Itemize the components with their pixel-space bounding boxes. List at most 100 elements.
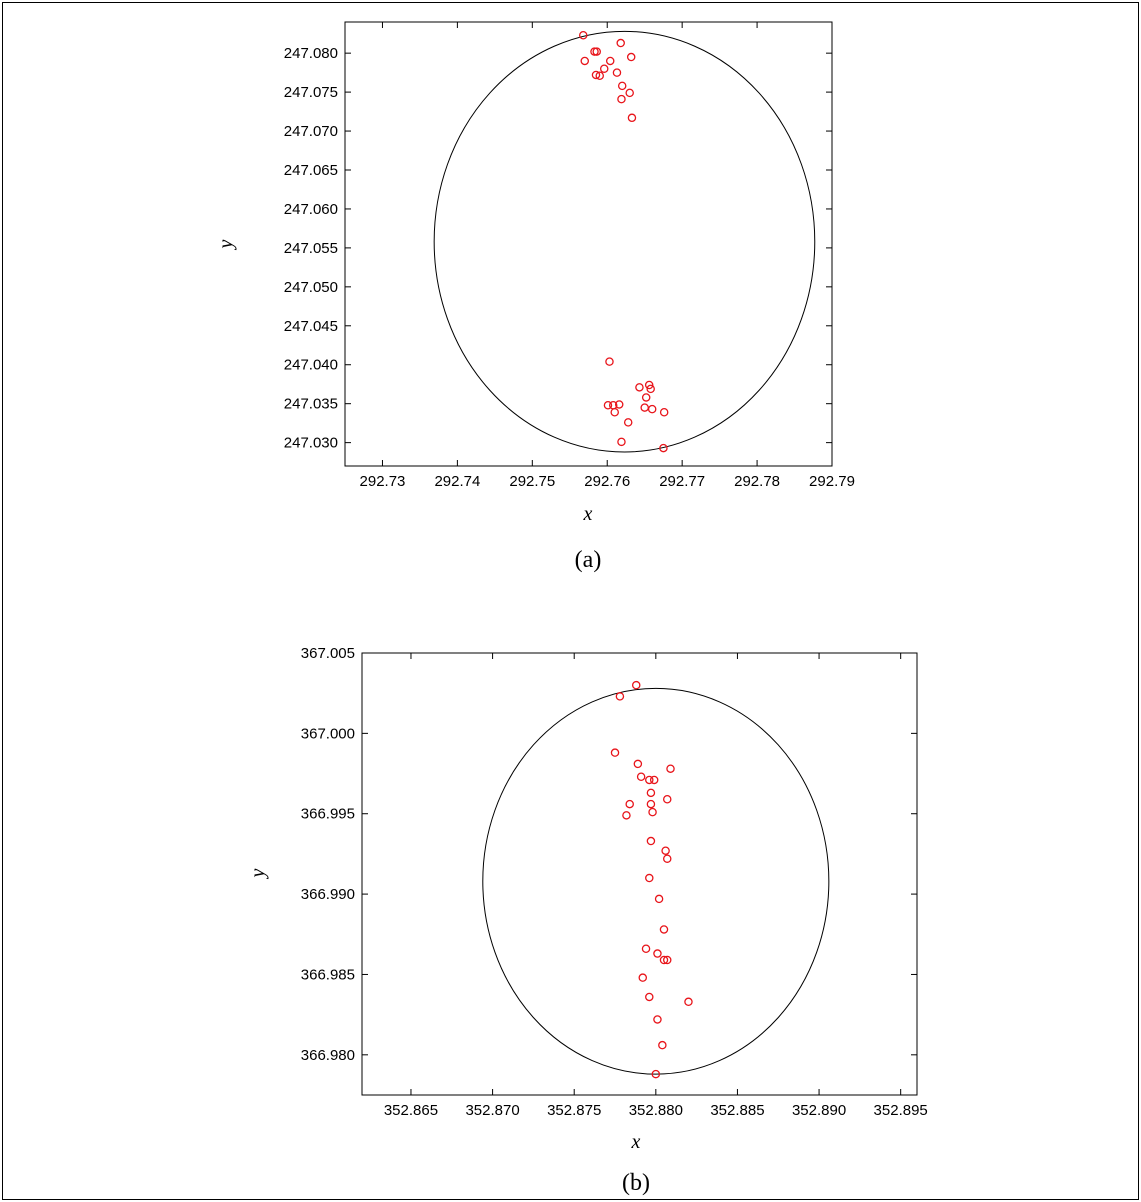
x-tick-label: 352.865 — [384, 1102, 438, 1119]
data-point — [640, 403, 649, 412]
x-tick-label: 352.870 — [465, 1102, 519, 1119]
y-tick-label: 247.050 — [284, 279, 338, 296]
caption-b: (b) — [622, 1170, 650, 1196]
y-tick-label: 247.065 — [284, 162, 338, 179]
data-point — [605, 56, 615, 66]
data-point — [638, 973, 648, 982]
data-point — [595, 71, 604, 80]
data-point — [610, 408, 619, 417]
data-point — [659, 925, 669, 934]
data-point — [646, 384, 655, 394]
data-point — [612, 68, 622, 77]
y-tick-label: 247.045 — [284, 318, 338, 335]
data-point — [659, 408, 669, 417]
panel-b: 352.865 352.870 352.875 352.880 352.885 352.8… — [247, 645, 928, 1196]
y-tick-label: 366.980 — [301, 1047, 355, 1064]
data-point — [623, 418, 633, 427]
data-point — [633, 759, 643, 769]
data-point — [592, 47, 601, 56]
data-point — [653, 1015, 662, 1024]
data-point — [617, 94, 626, 104]
x-axis-label-b: x — [631, 1131, 641, 1153]
data-point — [661, 846, 670, 855]
data-point — [641, 393, 651, 402]
y-tick-label: 247.075 — [284, 84, 338, 101]
x-tick-label: 292.79 — [809, 473, 855, 490]
fit-circle-b — [482, 687, 830, 1075]
data-point — [614, 400, 624, 409]
y-tick-label: 247.060 — [284, 201, 338, 218]
x-tick-label: 292.75 — [509, 473, 555, 490]
x-tick-label: 352.875 — [547, 1102, 601, 1119]
data-point — [658, 1040, 667, 1050]
x-tick-label: 352.880 — [629, 1102, 683, 1119]
data-point — [654, 894, 664, 904]
data-point — [616, 38, 625, 48]
data-point — [659, 955, 669, 965]
x-tick-label: 292.73 — [360, 473, 406, 490]
x-tick-label: 292.78 — [734, 473, 780, 490]
data-point — [663, 854, 672, 863]
plot-area-a — [344, 21, 833, 467]
data-point — [626, 52, 636, 62]
y-tick-label: 247.055 — [284, 240, 338, 257]
data-point — [636, 772, 646, 782]
data-point — [635, 383, 644, 392]
y-tick-label: 247.030 — [284, 435, 338, 452]
y-tick-label: 247.070 — [284, 123, 338, 140]
y-tick-label: 247.040 — [284, 357, 338, 374]
y-tick-label: 367.005 — [301, 645, 355, 662]
panel-a: 292.73 292.74 292.75 292.76 292.77 292.78 292.… — [215, 21, 855, 573]
data-point — [605, 357, 614, 366]
x-axis-label-a: x — [583, 503, 593, 525]
x-tick-label: 292.74 — [434, 473, 480, 490]
data-point — [580, 56, 590, 66]
data-point — [579, 30, 588, 40]
y-tick-label: 247.080 — [284, 45, 338, 62]
data-point — [646, 836, 656, 846]
data-point — [645, 992, 654, 1002]
data-point — [622, 811, 631, 820]
data-point — [653, 949, 662, 958]
data-point — [625, 799, 634, 809]
data-point — [615, 692, 625, 701]
data-point — [646, 799, 656, 809]
data-point — [646, 788, 656, 798]
y-tick-label: 367.000 — [301, 725, 355, 742]
data-point — [631, 680, 641, 690]
data-point — [659, 443, 668, 453]
caption-a: (a) — [575, 547, 602, 573]
data-point — [666, 764, 675, 773]
data-point — [648, 807, 657, 817]
data-point — [627, 113, 637, 123]
data-point — [617, 437, 626, 447]
x-tick-label: 352.895 — [874, 1102, 928, 1119]
y-tick-label: 366.985 — [301, 966, 355, 983]
data-point — [649, 775, 659, 785]
fit-circle-a — [433, 30, 816, 453]
data-point — [663, 955, 672, 965]
y-tick-label: 247.035 — [284, 396, 338, 413]
x-tick-label: 292.77 — [659, 473, 705, 490]
data-point — [684, 997, 693, 1007]
data-point — [625, 88, 634, 98]
data-point — [644, 380, 654, 390]
data-point — [651, 1069, 661, 1079]
data-point — [663, 795, 672, 804]
x-tick-label: 292.76 — [584, 473, 630, 490]
x-tick-label: 352.885 — [710, 1102, 764, 1119]
x-tick-label: 352.890 — [792, 1102, 846, 1119]
data-point — [647, 404, 657, 414]
data-point — [617, 81, 627, 91]
data-point — [610, 748, 620, 757]
y-axis-label-a: y — [215, 239, 237, 250]
data-point — [645, 873, 654, 883]
plot-area-b — [361, 652, 918, 1096]
data-point — [599, 64, 609, 73]
data-point — [641, 944, 651, 953]
data-point — [591, 70, 601, 80]
y-tick-label: 366.995 — [301, 806, 355, 823]
data-point — [603, 400, 613, 410]
